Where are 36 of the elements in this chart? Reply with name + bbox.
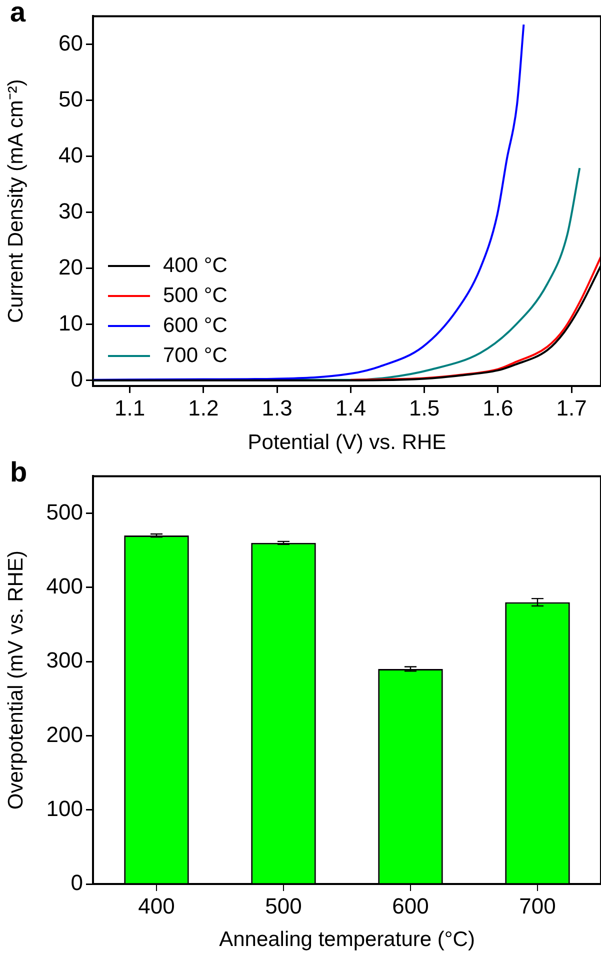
y-axis-title: Current Density (mA cm⁻²)	[4, 79, 28, 324]
y-tick-label: 20	[58, 254, 83, 280]
y-tick-label: 10	[58, 310, 83, 336]
legend-label: 400 °C	[163, 254, 228, 277]
line-series	[93, 24, 525, 381]
legend-label: 700 °C	[163, 344, 228, 367]
x-tick-label: 600	[392, 893, 429, 918]
x-tick-label: 1.3	[262, 395, 292, 420]
x-tick-label: 1.6	[482, 395, 514, 420]
x-tick-label: 1.4	[335, 395, 366, 420]
y-tick-label: 40	[58, 142, 83, 168]
y-tick-label: 60	[58, 30, 83, 56]
x-axis-title: Potential (V) vs. RHE	[248, 431, 446, 454]
chart-title: b	[10, 456, 28, 488]
chart-title: a	[10, 0, 26, 28]
y-axis-title: Overpotential (mV vs. RHE)	[4, 550, 28, 810]
y-tick-label: 0	[70, 870, 83, 896]
x-tick-label: 1.5	[409, 395, 440, 420]
y-tick-label: 200	[46, 722, 83, 747]
y-tick-label: 400	[46, 573, 83, 598]
x-axis-title: Annealing temperature (°C)	[219, 928, 475, 952]
x-tick-label: 1.7	[556, 395, 587, 420]
y-tick-label: 300	[46, 648, 83, 673]
y-tick-label: 50	[58, 86, 83, 112]
x-tick-label: 700	[519, 893, 556, 918]
y-tick-label: 100	[46, 796, 83, 821]
y-tick-label: 500	[46, 499, 83, 524]
legend-label: 600 °C	[163, 314, 228, 337]
x-tick-label: 1.2	[188, 395, 219, 420]
x-tick-label: 1.1	[114, 395, 146, 420]
line-series	[350, 256, 601, 381]
x-tick-label: 500	[265, 893, 302, 918]
legend-label: 500 °C	[163, 284, 228, 307]
y-tick-label: 0	[70, 366, 83, 392]
x-tick-label: 400	[138, 893, 175, 918]
y-tick-label: 30	[58, 198, 83, 224]
